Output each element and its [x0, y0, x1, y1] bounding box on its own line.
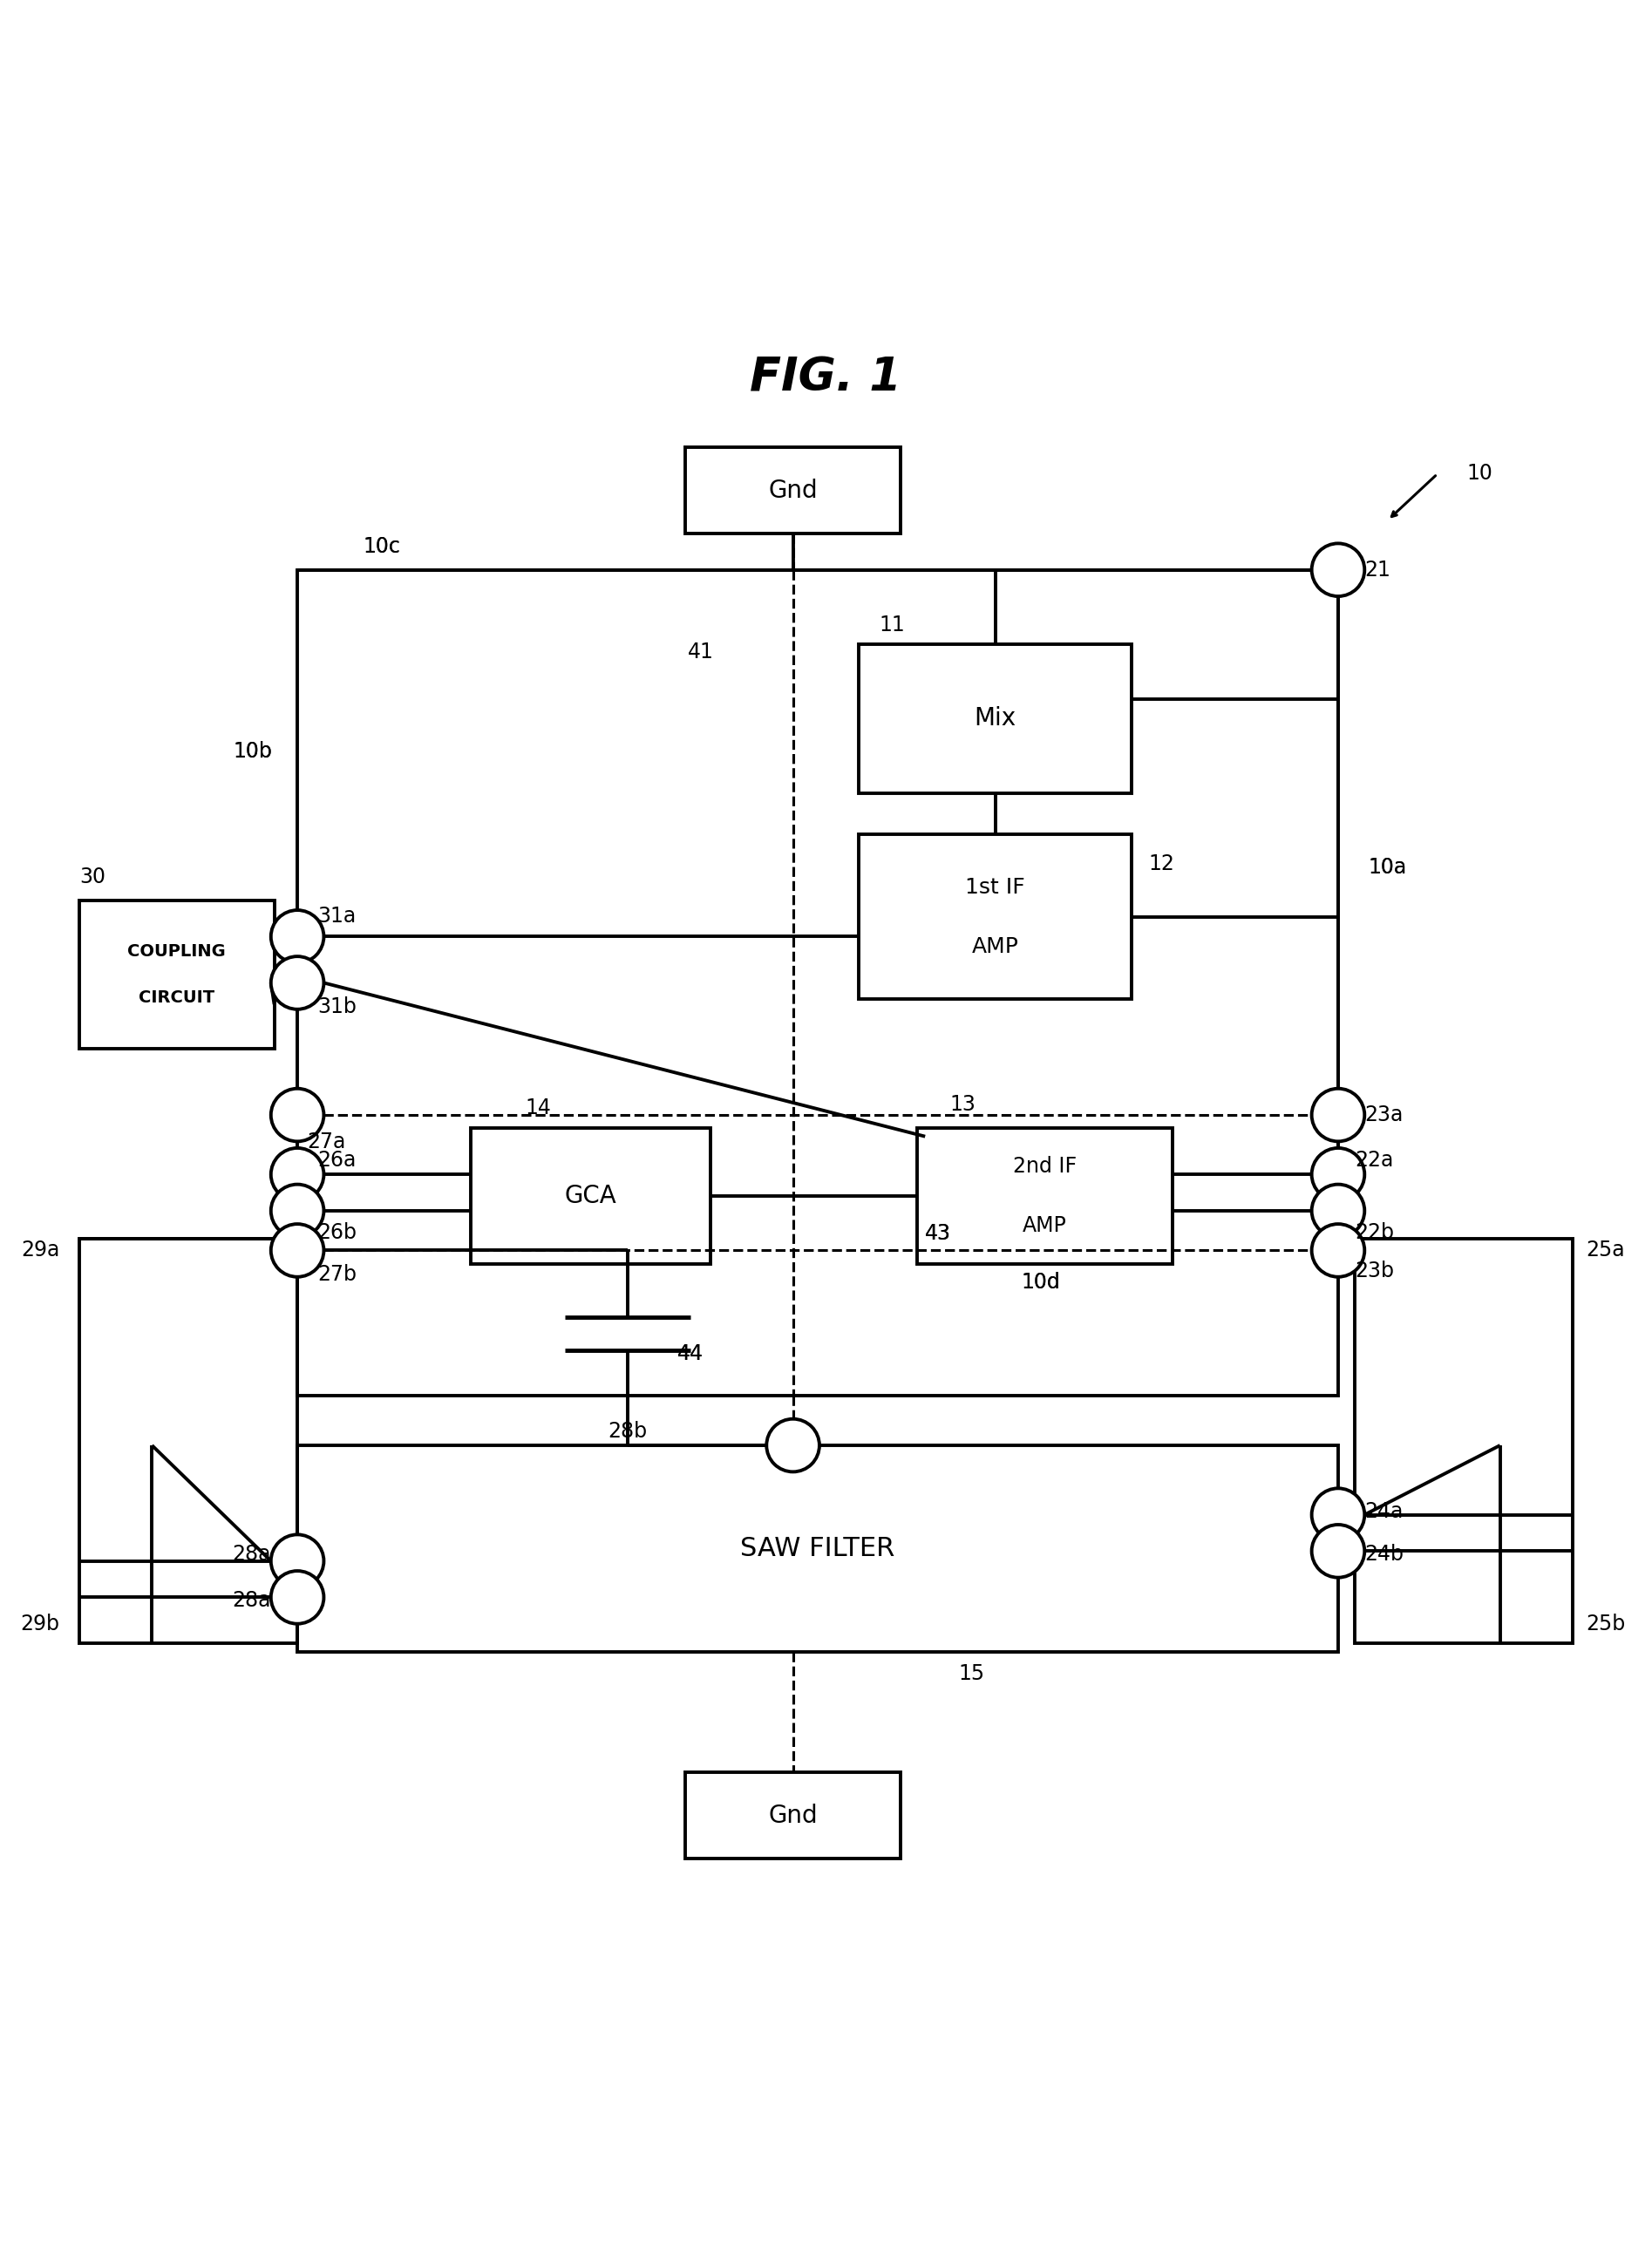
Circle shape [1312, 543, 1365, 595]
Circle shape [1312, 1525, 1365, 1577]
Text: 31b: 31b [317, 996, 357, 1016]
Text: 13: 13 [950, 1093, 976, 1116]
Circle shape [1312, 1147, 1365, 1202]
Text: 41: 41 [687, 643, 714, 663]
Circle shape [271, 910, 324, 964]
Circle shape [1312, 1489, 1365, 1541]
Text: 10a: 10a [1368, 858, 1406, 878]
Circle shape [271, 1089, 324, 1141]
Bar [297, 1446, 1338, 1652]
Bar [79, 1238, 297, 1643]
Text: COUPLING: COUPLING [127, 944, 226, 960]
Text: 22b: 22b [1355, 1222, 1394, 1242]
Text: 28a: 28a [233, 1543, 271, 1564]
Text: AMP: AMP [1023, 1215, 1067, 1236]
Text: 10b: 10b [233, 740, 273, 763]
Bar [859, 645, 1132, 792]
Text: 2nd IF: 2nd IF [1013, 1156, 1077, 1177]
Circle shape [1312, 1184, 1365, 1238]
Text: 28b: 28b [608, 1421, 648, 1442]
Bar [686, 448, 900, 534]
Text: 10: 10 [1467, 464, 1493, 484]
Text: 26a: 26a [317, 1150, 355, 1172]
Text: 44: 44 [677, 1342, 704, 1365]
Bar [686, 1772, 900, 1858]
Circle shape [271, 1534, 324, 1586]
Circle shape [271, 957, 324, 1009]
Text: 12: 12 [1148, 853, 1175, 874]
Text: 30: 30 [79, 867, 106, 887]
Text: 29b: 29b [20, 1614, 59, 1634]
Circle shape [1312, 1224, 1365, 1276]
Bar [471, 1129, 710, 1263]
Text: 43: 43 [925, 1222, 952, 1245]
Circle shape [1312, 1089, 1365, 1141]
Text: 1st IF: 1st IF [965, 876, 1026, 898]
Text: Gnd: Gnd [768, 477, 818, 502]
Text: FIG. 1: FIG. 1 [750, 355, 902, 401]
Text: 25b: 25b [1586, 1614, 1626, 1634]
Text: 10d: 10d [1021, 1272, 1061, 1292]
Circle shape [271, 1184, 324, 1238]
Bar [79, 901, 274, 1050]
Bar [297, 570, 1338, 1396]
Text: 10b: 10b [233, 740, 273, 763]
Text: 15: 15 [958, 1663, 985, 1684]
Text: Mix: Mix [975, 706, 1016, 731]
Text: 31a: 31a [317, 905, 355, 926]
Text: 22a: 22a [1355, 1150, 1393, 1172]
Bar [1355, 1238, 1573, 1643]
Text: 10c: 10c [363, 536, 401, 557]
Text: Gnd: Gnd [768, 1804, 818, 1829]
Circle shape [271, 1147, 324, 1202]
Text: 23b: 23b [1355, 1260, 1394, 1281]
Text: CIRCUIT: CIRCUIT [139, 989, 215, 1007]
Text: 28a: 28a [233, 1591, 271, 1611]
Text: 43: 43 [925, 1222, 952, 1245]
Text: 10c: 10c [363, 536, 401, 557]
Text: 14: 14 [525, 1098, 552, 1118]
Text: 10d: 10d [1021, 1272, 1061, 1292]
Circle shape [767, 1419, 819, 1471]
Text: 26b: 26b [317, 1222, 357, 1242]
Text: 10a: 10a [1368, 858, 1406, 878]
Text: 23a: 23a [1365, 1104, 1403, 1125]
Text: 25a: 25a [1586, 1240, 1626, 1260]
Text: 29a: 29a [21, 1240, 59, 1260]
Circle shape [271, 1571, 324, 1625]
Text: SAW FILTER: SAW FILTER [740, 1537, 895, 1561]
Text: AMP: AMP [971, 937, 1019, 957]
Text: 11: 11 [879, 616, 905, 636]
Text: 27b: 27b [317, 1263, 357, 1285]
Text: 24b: 24b [1365, 1543, 1404, 1564]
Text: 44: 44 [677, 1342, 704, 1365]
Text: GCA: GCA [565, 1184, 616, 1208]
Text: 24a: 24a [1365, 1500, 1403, 1523]
Bar [917, 1129, 1173, 1263]
Bar [859, 835, 1132, 1000]
Text: 21: 21 [1365, 559, 1391, 579]
Circle shape [271, 1224, 324, 1276]
Text: 27a: 27a [307, 1132, 345, 1152]
